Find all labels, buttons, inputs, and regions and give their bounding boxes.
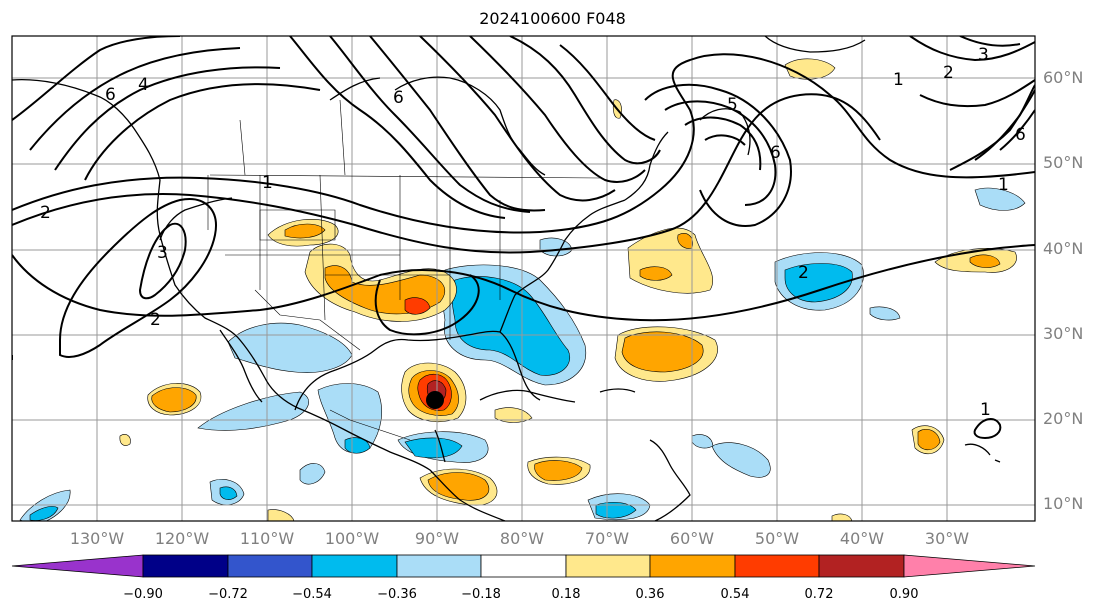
contour-label: 1 [998,175,1009,195]
map-frame [11,35,1036,522]
shade-blue [219,486,238,500]
shade-blue [784,263,853,303]
colorbar-bin [311,554,398,578]
colorbar-bin [649,554,736,578]
contour-label: 2 [943,63,954,83]
map-title: 2024100600 F048 [479,9,626,28]
shade-blue [451,276,570,376]
lon-label: 120°W [154,529,210,548]
shade-orange [639,266,673,281]
lon-label: 100°W [324,529,380,548]
colorbar-label: 0.36 [635,587,665,602]
contour-label: 3 [978,45,989,65]
lon-label: 50°W [754,529,800,548]
colorbar-label: −0.72 [208,587,248,602]
shade-light-blue [869,306,901,321]
shade-orange [621,331,704,373]
colorbar-bin [734,554,820,578]
lon-label: 40°W [839,529,885,548]
contour-label: 4 [138,75,149,95]
lon-label: 130°W [69,529,125,548]
lat-label: 10°N [1043,494,1084,513]
storm-center-marker [426,391,444,409]
colorbar-label: 0.18 [551,587,581,602]
colorbar-bin [565,554,651,578]
shade-orange [284,223,326,239]
contour-label: 1 [893,70,904,90]
contour-label: 2 [150,310,161,330]
lat-label: 20°N [1043,409,1084,428]
contour-label: 6 [1015,125,1026,145]
shade-light-blue [691,434,714,449]
shade-orange [427,472,490,501]
lat-label: 60°N [1043,68,1084,87]
lat-label: 40°N [1043,239,1084,258]
colorbar-bin [818,554,905,578]
contour-label: 6 [393,88,404,108]
lon-label: 90°W [414,529,460,548]
colorbar [11,554,1036,578]
shade-light-orange [831,513,853,521]
shade-light-blue [539,237,573,257]
shade-light-orange [784,58,836,80]
coastlines [12,36,1001,521]
shade-blue [595,501,637,519]
colorbar-label: 0.90 [889,587,919,602]
lon-label: 110°W [239,529,295,548]
shade-light-orange [494,407,533,423]
lon-label: 80°W [499,529,545,548]
shade-blue [404,437,463,459]
shade-light-blue [299,463,326,485]
contour-label: 1 [262,173,273,193]
shade-orange [534,460,583,481]
shade-orange [151,387,197,413]
colorbar-label: −0.36 [377,587,417,602]
shade-red [404,297,431,315]
contour-label: 5 [727,95,738,115]
colorbar-label: −0.54 [292,587,332,602]
map-panel: 1 2 2 3 1 2 3 1 2 5 6 6 4 6 1 6 [12,36,1035,521]
contour-label: 3 [157,243,168,263]
colorbar-bin [227,554,313,578]
colorbar-label: −0.18 [461,587,501,602]
shade-blue [344,437,371,454]
colorbar-bin [480,554,567,578]
contour-label: 6 [770,143,781,163]
colorbar-extend-low [11,554,144,578]
colorbar-label: 0.72 [804,587,834,602]
colorbar-label: 0.54 [720,587,750,602]
lat-label: 50°N [1043,153,1084,172]
contour-lines [12,36,1035,440]
contour-label: 2 [40,203,51,223]
shade-orange [969,254,1001,268]
colorbar-bin [396,554,482,578]
lat-label: 30°N [1043,324,1084,343]
lon-label: 70°W [584,529,630,548]
contour-labels: 1 2 2 3 1 2 3 1 2 5 6 6 4 6 1 6 [40,45,1026,420]
contour-label: 1 [980,400,991,420]
lon-label: 30°W [924,529,970,548]
colorbar-label: −0.90 [123,587,163,602]
shade-light-blue [197,391,309,431]
contour-label: 6 [105,85,116,105]
shade-orange [917,429,941,451]
shade-light-blue [711,442,771,478]
contour-label: 2 [798,263,809,283]
shade-light-orange [119,434,131,446]
lon-label: 60°W [669,529,715,548]
colorbar-bin [142,554,229,578]
graticule [12,36,1035,521]
shade-light-orange [267,509,295,521]
shade-light-blue [974,187,1026,211]
colorbar-extend-high [903,554,1036,578]
